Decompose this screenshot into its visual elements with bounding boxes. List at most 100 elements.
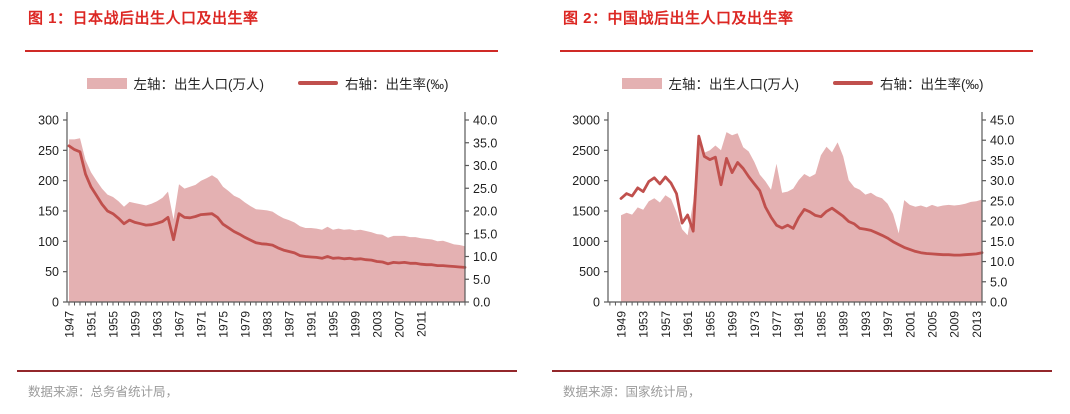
svg-text:0.0: 0.0 (473, 296, 490, 310)
area-series-swatch (621, 77, 662, 89)
svg-text:1999: 1999 (349, 311, 363, 338)
svg-text:1997: 1997 (881, 311, 895, 338)
svg-text:10.0: 10.0 (473, 250, 497, 264)
svg-text:1991: 1991 (305, 311, 319, 338)
right-axis-labels: 0.0 5.0 10.0 15.0 20.0 25.0 30.0 35.0 40.0 (473, 114, 497, 310)
svg-text:10.0: 10.0 (990, 255, 1014, 269)
svg-text:0: 0 (52, 296, 59, 310)
figure-2-panel: 图 2：中国战后出生人口及出生率 左轴：出生人口(万人) 右轴：出生率(‰) 0… (535, 0, 1070, 414)
svg-text:15.0: 15.0 (990, 235, 1014, 249)
svg-text:2005: 2005 (926, 311, 940, 338)
figure-1-source: 数据来源：总务省统计局， (28, 385, 179, 399)
svg-text:1961: 1961 (681, 311, 695, 338)
figure-1-title-underline (25, 50, 498, 52)
left-axis-labels: 0 500 1000 1500 2000 2500 3000 (572, 114, 600, 310)
svg-text:1981: 1981 (792, 311, 806, 338)
area-series-label: 左轴：出生人口(万人) (668, 77, 800, 92)
svg-text:300: 300 (38, 114, 59, 128)
area-series-label: 左轴：出生人口(万人) (133, 77, 265, 92)
svg-text:1973: 1973 (748, 311, 762, 338)
left-axis-labels: 0 50 100 150 200 250 300 (38, 114, 59, 310)
svg-text:1947: 1947 (63, 311, 77, 338)
birth-rate-line (67, 144, 467, 269)
svg-text:1500: 1500 (572, 205, 600, 219)
x-axis-labels: 1947 1951 1955 1959 1963 1967 1971 1975 1979 1983… (63, 311, 429, 338)
figure-1-panel: 图 1：日本战后出生人口及出生率 左轴：出生人口(万人) 右轴：出生率(‰) 0… (0, 10, 535, 399)
figure-2-title-underline (560, 50, 1033, 52)
svg-text:25.0: 25.0 (990, 194, 1014, 208)
svg-text:2000: 2000 (572, 174, 600, 188)
figure-2-source: 数据来源：国家统计局， (563, 385, 701, 399)
svg-text:3000: 3000 (572, 114, 600, 128)
svg-text:2009: 2009 (948, 311, 962, 338)
svg-text:1949: 1949 (615, 311, 629, 338)
svg-text:35.0: 35.0 (473, 136, 497, 150)
svg-text:1977: 1977 (770, 311, 784, 338)
svg-text:1975: 1975 (217, 311, 231, 338)
svg-text:40.0: 40.0 (473, 114, 497, 128)
figure-1-bottom-rule (17, 370, 517, 372)
svg-text:2013: 2013 (970, 311, 984, 338)
figure-2-legend: 左轴：出生人口(万人) 右轴：出生率(‰) (535, 70, 1070, 96)
line-series-label: 右轴：出生率(‰) (345, 77, 449, 92)
svg-text:1000: 1000 (572, 235, 600, 249)
svg-text:45.0: 45.0 (990, 114, 1014, 128)
x-axis-labels: 1949 1953 1957 1961 1965 1969 1973 1977 1981 1985… (615, 311, 984, 338)
svg-text:500: 500 (579, 265, 600, 279)
x-axis-ticks (609, 302, 983, 306)
figure-2-chart: 0 500 1000 1500 2000 2500 3000 0.0 5.0 10.0 15.0 20… (572, 112, 1014, 338)
svg-text:1993: 1993 (859, 311, 873, 338)
svg-text:2003: 2003 (371, 311, 385, 338)
svg-text:1951: 1951 (85, 311, 99, 338)
svg-text:1995: 1995 (327, 311, 341, 338)
svg-text:1985: 1985 (814, 311, 828, 338)
svg-text:200: 200 (38, 174, 59, 188)
svg-text:25.0: 25.0 (473, 182, 497, 196)
svg-text:1965: 1965 (703, 311, 717, 338)
svg-text:1971: 1971 (195, 311, 209, 338)
figure-1-legend: 左轴：出生人口(万人) 右轴：出生率(‰) (0, 70, 535, 96)
x-axis-ticks (68, 302, 466, 306)
svg-text:1957: 1957 (659, 311, 673, 338)
svg-text:1959: 1959 (129, 311, 143, 338)
line-series-label: 右轴：出生率(‰) (880, 77, 984, 92)
svg-text:2001: 2001 (903, 311, 917, 338)
figure-1-title: 图 1：日本战后出生人口及出生率 (28, 10, 259, 27)
svg-text:50: 50 (45, 265, 59, 279)
line-series-swatch (833, 81, 873, 85)
svg-text:1987: 1987 (283, 311, 297, 338)
svg-text:150: 150 (38, 205, 59, 219)
svg-text:30.0: 30.0 (473, 159, 497, 173)
area-series-swatch (86, 77, 127, 89)
svg-text:1979: 1979 (239, 311, 253, 338)
svg-text:1955: 1955 (107, 311, 121, 338)
svg-text:1967: 1967 (173, 311, 187, 338)
svg-text:100: 100 (38, 235, 59, 249)
birth-rate-line (619, 134, 984, 257)
svg-text:2500: 2500 (572, 144, 600, 158)
svg-text:0.0: 0.0 (990, 296, 1007, 310)
svg-text:2011: 2011 (415, 311, 429, 337)
figure-2-bottom-rule (552, 370, 1052, 372)
right-axis-labels: 0.0 5.0 10.0 15.0 20.0 25.0 30.0 35.0 40.0 45.0 (990, 114, 1014, 310)
svg-text:5.0: 5.0 (473, 273, 490, 287)
svg-text:1963: 1963 (151, 311, 165, 338)
figure-2-title: 图 2：中国战后出生人口及出生率 (563, 10, 794, 27)
svg-text:1969: 1969 (726, 311, 740, 338)
svg-text:40.0: 40.0 (990, 134, 1014, 148)
svg-text:1953: 1953 (637, 311, 651, 338)
svg-text:35.0: 35.0 (990, 154, 1014, 168)
svg-text:2007: 2007 (393, 311, 407, 338)
svg-text:30.0: 30.0 (990, 174, 1014, 188)
svg-text:20.0: 20.0 (473, 205, 497, 219)
birth-population-area (621, 132, 982, 302)
figure-1-chart: 0 50 100 150 200 250 300 0.0 5.0 10.0 15.0 20.0 25.0… (38, 112, 497, 338)
svg-text:15.0: 15.0 (473, 227, 497, 241)
svg-text:5.0: 5.0 (990, 275, 1007, 289)
svg-text:0: 0 (593, 296, 600, 310)
axes (604, 112, 986, 303)
svg-text:250: 250 (38, 144, 59, 158)
svg-text:20.0: 20.0 (990, 215, 1014, 229)
svg-text:1983: 1983 (261, 311, 275, 338)
